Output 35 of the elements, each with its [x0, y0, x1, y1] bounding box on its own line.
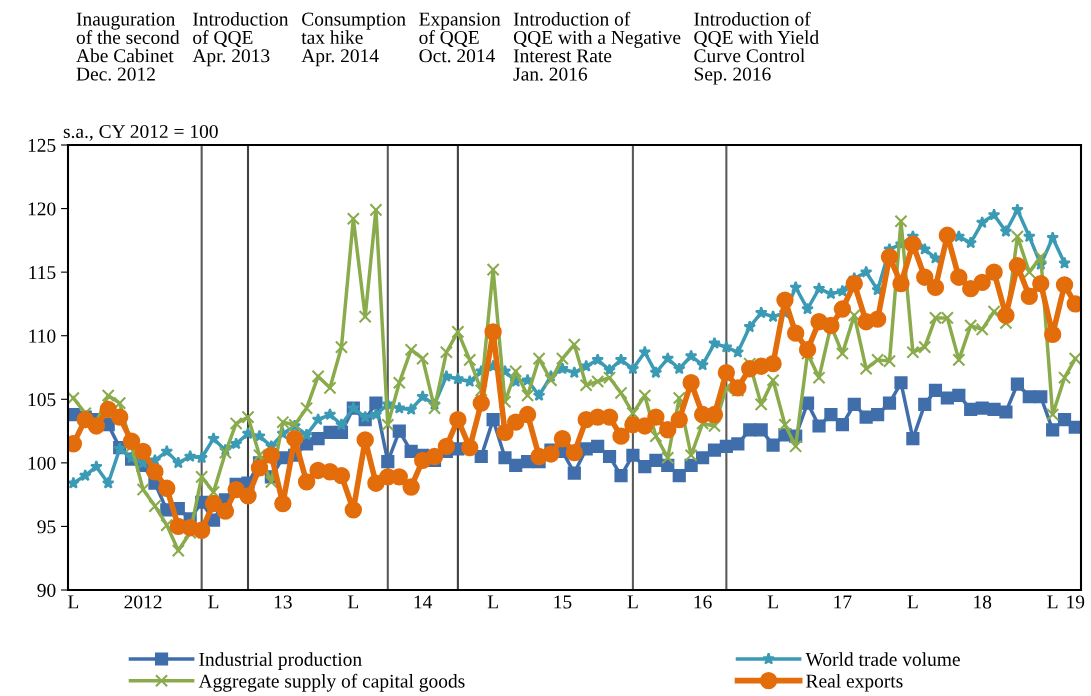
y-tick-label: 100	[28, 456, 56, 470]
x-tick-label: L	[1047, 595, 1058, 609]
y-tick-label: 110	[29, 329, 56, 343]
x-tick-label: 19	[1067, 595, 1085, 609]
text: Inauguration of the second Abe Cabinet Dec. 2012	[76, 12, 180, 81]
x-tick-label: L	[767, 595, 778, 609]
x-tick-label: L	[347, 595, 359, 609]
x-tick-label: 17	[834, 595, 852, 609]
x-tick-label: 18	[974, 595, 992, 609]
y-axis-title: s.a., CY 2012 = 100	[63, 124, 218, 141]
x-tick-label: L	[907, 595, 918, 609]
x-tick-label: L	[208, 595, 219, 609]
y-tick-label: 125	[28, 138, 56, 152]
text: Introduction of QQE with Yield Curve Control Sep. 2016	[694, 11, 819, 85]
x-tick-label: L	[487, 595, 498, 609]
y-tick-label: 115	[29, 266, 56, 280]
y-tick-label: 90	[37, 583, 56, 597]
text: Introduction of QQE Apr. 2013	[192, 12, 289, 67]
text: Expansion of QQE Oct. 2014	[419, 12, 501, 63]
x-tick-label: L	[67, 595, 79, 609]
text: Consumption tax hike Apr. 2014	[301, 12, 406, 67]
y-tick-label: 120	[28, 202, 56, 216]
x-tick-label: L	[627, 595, 638, 609]
x-tick-label: 2012	[124, 595, 162, 609]
y-tick-label: 95	[37, 520, 56, 534]
x-tick-label: 14	[414, 595, 433, 609]
legend-label: Real exports	[806, 673, 903, 692]
x-tick-label: 13	[274, 595, 292, 609]
legend-label: World trade volume	[805, 652, 960, 667]
x-tick-label: 15	[554, 595, 572, 609]
legend-label: Industrial production	[199, 652, 362, 670]
text: Introduction of QQE with a Negative Interest Rate Jan. 2016	[513, 11, 681, 81]
x-tick-label: 16	[694, 595, 712, 609]
legend-label: Aggregate supply of capital goods	[198, 673, 465, 692]
y-tick-label: 105	[28, 393, 56, 407]
